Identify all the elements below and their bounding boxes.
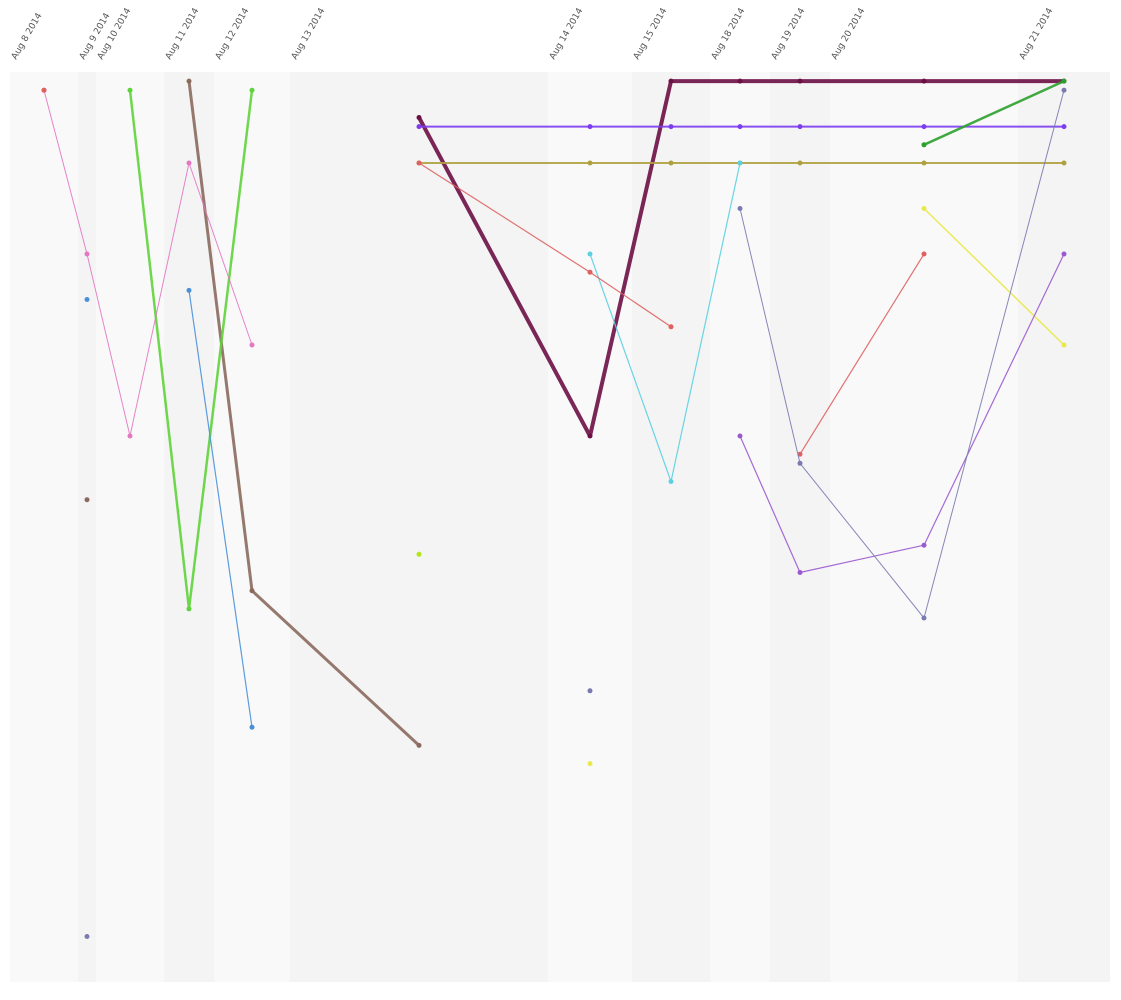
series-point — [84, 934, 90, 939]
date-band — [710, 72, 770, 982]
date-band — [214, 72, 290, 982]
series-line — [923, 207, 1065, 346]
series-point — [921, 615, 927, 621]
date-band — [830, 72, 1018, 982]
series-line — [739, 253, 1065, 574]
date-band — [1018, 72, 1110, 982]
series-point — [668, 479, 674, 484]
series-point — [668, 124, 674, 130]
series-point — [587, 433, 593, 439]
series-point — [797, 78, 803, 84]
series-line — [739, 90, 1065, 619]
date-band — [548, 72, 632, 982]
series-point — [84, 251, 90, 257]
date-label: Aug 20 2014 — [830, 6, 868, 61]
date-label: Aug 12 2014 — [214, 6, 252, 61]
series-point — [921, 142, 927, 148]
date-band — [632, 72, 710, 982]
series-point — [737, 160, 743, 166]
series-point — [84, 497, 90, 503]
date-label: Aug 13 2014 — [290, 6, 328, 61]
series-point — [416, 160, 422, 166]
series-point — [1061, 78, 1067, 84]
series-point — [416, 124, 422, 130]
series-point — [921, 542, 927, 548]
series-point — [186, 160, 192, 166]
series-point — [186, 287, 192, 293]
series-point — [587, 124, 593, 130]
date-band — [10, 72, 78, 982]
series-point — [416, 742, 422, 748]
series-point — [668, 160, 674, 166]
series-point — [797, 451, 803, 457]
series-point — [587, 688, 593, 694]
series-point — [921, 124, 927, 130]
series-point — [737, 124, 743, 130]
series-point — [1061, 160, 1067, 166]
series-point — [737, 433, 743, 439]
series-point — [921, 206, 927, 211]
series-point — [127, 433, 133, 439]
date-band — [164, 72, 214, 982]
date-label: Aug 14 2014 — [548, 6, 586, 61]
series-point — [84, 297, 90, 302]
date-band — [770, 72, 830, 982]
series-point — [587, 251, 593, 257]
series-point — [797, 460, 803, 466]
date-band — [96, 72, 164, 982]
date-label: Aug 11 2014 — [164, 6, 202, 61]
series-point — [921, 78, 927, 84]
date-band — [290, 72, 548, 982]
series-line — [188, 290, 253, 728]
series-point — [587, 269, 593, 275]
series-point — [186, 78, 192, 84]
series-point — [1061, 342, 1067, 348]
series-point — [416, 115, 422, 120]
series-point — [249, 87, 255, 93]
series-point — [186, 606, 192, 612]
series-point — [249, 588, 255, 594]
series-point — [797, 124, 803, 130]
date-label: Aug 21 2014 — [1018, 6, 1056, 61]
date-label: Aug 8 2014 — [10, 11, 45, 61]
date-label: Aug 18 2014 — [710, 6, 748, 61]
series-point — [127, 87, 133, 93]
series-point — [797, 570, 803, 575]
series-point — [737, 206, 743, 211]
series-point — [1061, 124, 1067, 130]
series-point — [921, 251, 927, 257]
series-point — [41, 87, 47, 93]
series-point — [668, 324, 674, 330]
series-point — [1061, 87, 1067, 93]
date-label: Aug 15 2014 — [632, 6, 670, 61]
series-point — [737, 78, 743, 84]
series-point — [587, 761, 593, 767]
series-point — [668, 78, 674, 84]
date-band — [78, 72, 96, 982]
series-point — [921, 160, 927, 166]
series-point — [587, 160, 593, 166]
series-point — [249, 342, 255, 348]
series-point — [797, 160, 803, 166]
date-label: Aug 19 2014 — [770, 6, 808, 61]
series-point — [416, 551, 422, 557]
series-point — [249, 724, 255, 730]
series-point — [1061, 251, 1067, 257]
series-line — [923, 79, 1065, 146]
